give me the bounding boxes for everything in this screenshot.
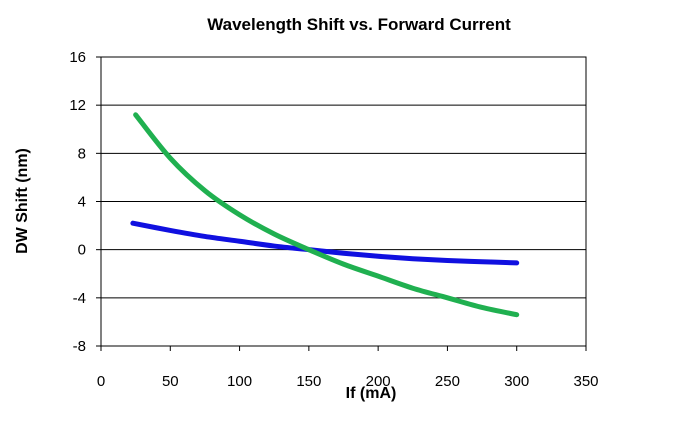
x-tick-label: 0 bbox=[97, 373, 105, 390]
x-axis-label: If (mA) bbox=[346, 385, 397, 402]
y-axis: -8 -4 0 4 8 12 16 bbox=[69, 49, 101, 355]
x-axis: 0 50 100 150 200 250 300 350 bbox=[97, 346, 599, 390]
y-tick-label: 0 bbox=[78, 242, 86, 259]
y-tick-label: 8 bbox=[78, 145, 86, 162]
x-tick-label: 100 bbox=[227, 373, 252, 390]
y-tick-label: 4 bbox=[78, 194, 86, 211]
y-tick-label: 16 bbox=[69, 49, 86, 66]
chart-title: Wavelength Shift vs. Forward Current bbox=[207, 15, 511, 34]
x-tick-label: 350 bbox=[573, 373, 598, 390]
y-tick-label: -8 bbox=[73, 338, 86, 355]
y-tick-label: 12 bbox=[69, 97, 86, 114]
series-line-2 bbox=[136, 115, 517, 315]
x-tick-label: 50 bbox=[162, 373, 179, 390]
x-tick-label: 150 bbox=[296, 373, 321, 390]
gridlines bbox=[101, 105, 586, 298]
y-axis-label: DW Shift (nm) bbox=[14, 148, 31, 254]
series-layer bbox=[133, 115, 517, 315]
y-tick-label: -4 bbox=[73, 290, 86, 307]
x-tick-label: 250 bbox=[435, 373, 460, 390]
x-tick-label: 300 bbox=[504, 373, 529, 390]
